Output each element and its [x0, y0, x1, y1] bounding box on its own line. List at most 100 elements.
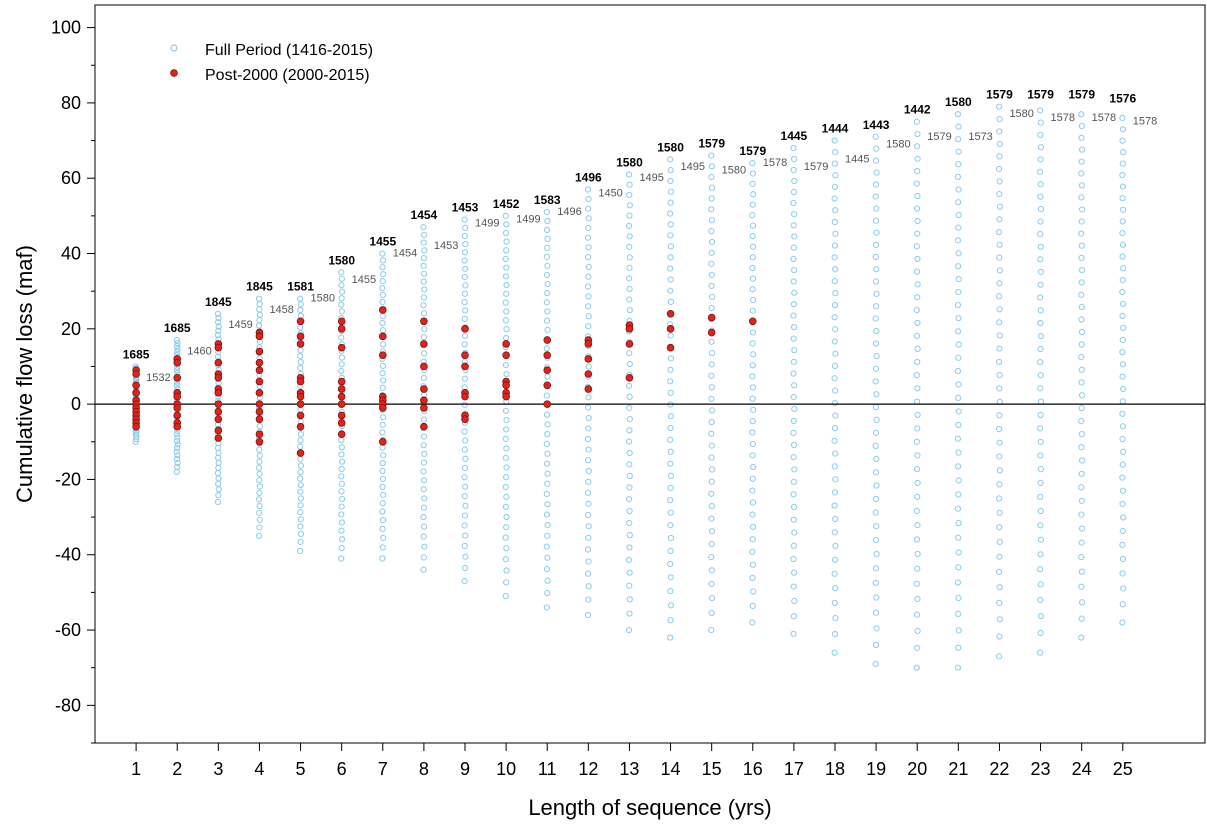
full-period-point: [544, 554, 551, 561]
full-period-point: [872, 660, 879, 668]
full-period-point: [708, 466, 716, 473]
full-period-point: [1119, 398, 1126, 405]
full-period-point: [955, 136, 962, 143]
full-period-point: [790, 370, 797, 377]
full-period-point: [1119, 541, 1126, 548]
full-period-point: [1037, 358, 1044, 366]
full-period-point: [503, 281, 510, 289]
post-2000-point: [173, 422, 182, 431]
full-period-point: [461, 341, 468, 348]
full-period-point: [626, 393, 633, 401]
full-period-point: [173, 448, 180, 455]
post-2000-point: [255, 437, 264, 446]
full-period-point: [1078, 291, 1085, 298]
full-period-point: [379, 483, 386, 490]
full-period-point: [667, 484, 674, 492]
full-period-point: [831, 278, 838, 285]
full-period-point: [995, 228, 1003, 236]
full-period-point: [955, 250, 962, 257]
full-period-point: [913, 180, 920, 187]
full-period-point: [708, 395, 715, 402]
full-period-point: [1078, 444, 1085, 451]
post-2000-point: [378, 306, 387, 314]
x-tick-label: 25: [1113, 759, 1133, 779]
full-period-point: [626, 307, 633, 314]
post-2000-point: [461, 392, 469, 401]
full-period-point: [585, 457, 592, 464]
full-period-point: [461, 298, 468, 306]
full-period-point: [913, 268, 921, 275]
x-tick-label: 1: [131, 759, 141, 779]
full-period-point: [873, 205, 880, 212]
post-2000-point: [337, 317, 346, 326]
full-period-point: [872, 278, 880, 285]
second-year-label: 1455: [352, 274, 376, 286]
full-period-point: [297, 516, 304, 523]
full-period-point: [1078, 568, 1085, 575]
full-period-point: [873, 169, 880, 176]
full-period-point: [1078, 553, 1085, 561]
full-period-point: [626, 461, 633, 468]
full-period-point: [913, 118, 920, 125]
post-2000-point: [337, 377, 346, 386]
full-period-point: [544, 590, 551, 597]
full-period-point: [790, 278, 797, 285]
full-period-point: [380, 414, 387, 421]
full-period-point: [338, 473, 345, 480]
full-period-point: [338, 495, 346, 502]
full-period-point: [338, 458, 346, 465]
post-2000-point: [461, 325, 469, 333]
full-period-point: [914, 452, 921, 459]
full-period-point: [832, 450, 839, 457]
full-period-point: [462, 241, 469, 248]
full-period-point: [914, 385, 921, 392]
full-period-point: [708, 217, 715, 224]
full-period-point: [790, 555, 797, 563]
full-period-point: [996, 203, 1003, 210]
full-period-point: [1120, 448, 1127, 455]
full-period-point: [708, 238, 716, 246]
post-2000-point: [255, 332, 264, 341]
full-period-point: [954, 664, 962, 671]
full-period-point: [1119, 126, 1127, 133]
y-tick-label: 20: [61, 319, 81, 339]
full-period-point: [584, 435, 592, 443]
full-period-point: [873, 429, 880, 436]
full-period-point: [955, 594, 962, 602]
full-period-point: [873, 241, 880, 248]
full-period-point: [1078, 170, 1085, 177]
full-period-point: [379, 444, 386, 451]
full-period-point: [585, 425, 592, 432]
full-period-point: [585, 313, 592, 320]
full-period-point: [1078, 583, 1085, 590]
post-2000-point: [337, 325, 346, 333]
full-period-point: [420, 255, 427, 262]
full-period-point: [544, 308, 551, 315]
full-period-point: [1119, 601, 1126, 608]
full-period-point: [750, 351, 757, 358]
max-year-label: 1580: [328, 253, 355, 267]
full-period-point: [502, 273, 510, 280]
full-period-point: [1119, 218, 1126, 225]
full-period-point: [543, 440, 550, 448]
full-period-point: [749, 233, 756, 240]
full-period-point: [1078, 599, 1086, 606]
full-period-point: [790, 393, 797, 401]
full-period-point: [1078, 111, 1085, 118]
full-period-point: [297, 475, 304, 482]
full-period-point: [954, 237, 962, 244]
full-period-point: [873, 303, 880, 310]
max-year-label: 1685: [123, 347, 150, 361]
full-period-point: [996, 467, 1003, 474]
full-period-point: [379, 264, 386, 271]
full-period-point: [996, 509, 1003, 516]
x-tick-label: 8: [419, 759, 429, 779]
post-2000-point: [625, 373, 634, 382]
full-period-point: [502, 255, 509, 263]
full-period-point: [420, 334, 427, 341]
full-period-point: [420, 231, 428, 238]
full-period-point: [502, 435, 509, 442]
full-period-point: [585, 583, 592, 590]
full-period-point: [215, 459, 222, 466]
full-period-point: [626, 416, 633, 423]
